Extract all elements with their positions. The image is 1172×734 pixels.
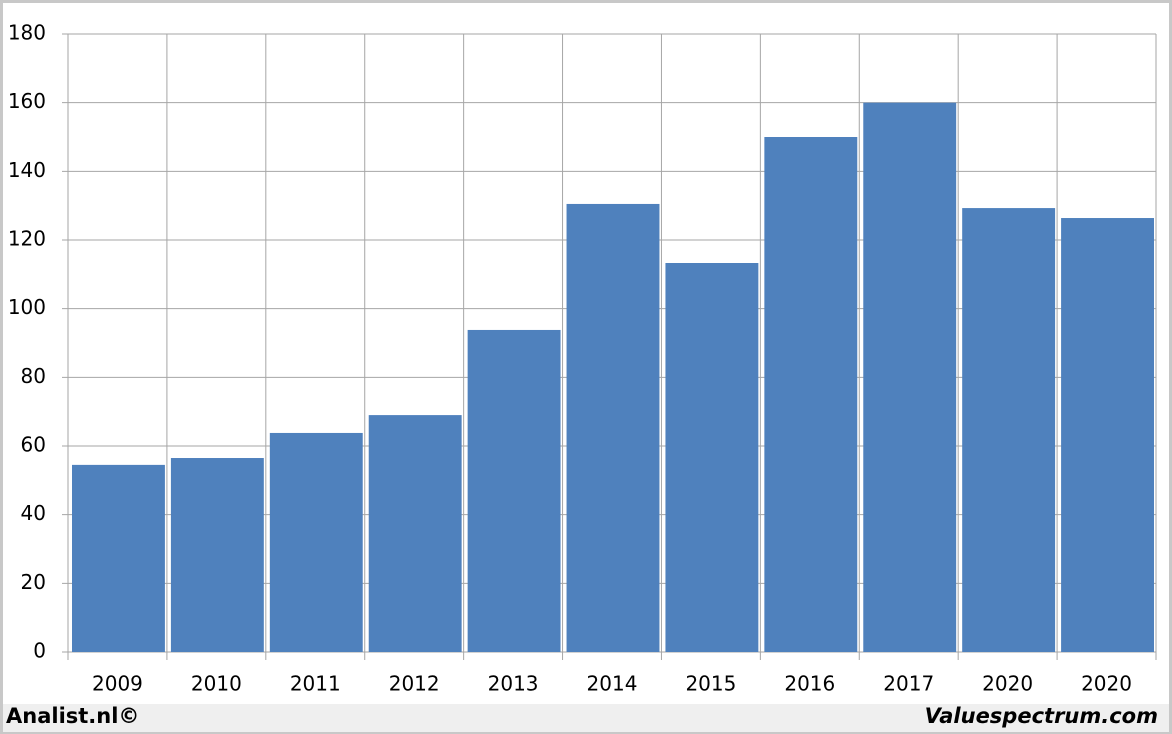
y-tick-label: 40: [21, 501, 46, 525]
x-tick-label: 2011: [290, 672, 341, 696]
bar: [665, 263, 759, 652]
bar: [863, 102, 957, 652]
x-tick-label: 2016: [784, 672, 835, 696]
x-tick-label: 2015: [685, 672, 736, 696]
bar: [962, 208, 1056, 652]
bar: [764, 137, 858, 652]
y-tick-label: 60: [21, 433, 46, 457]
bar: [368, 415, 462, 652]
x-tick-label: 2009: [92, 672, 143, 696]
y-tick-label: 100: [8, 295, 46, 319]
bar: [269, 432, 363, 652]
y-tick-label: 160: [8, 89, 46, 113]
x-tick-label: 2014: [587, 672, 638, 696]
footer-left: Analist.nl©: [6, 704, 139, 728]
bar: [72, 464, 165, 652]
y-tick-label: 0: [33, 639, 46, 663]
x-tick-label: 2020: [1081, 672, 1132, 696]
footer-bar: [3, 704, 1169, 732]
y-tick-label: 120: [8, 227, 46, 251]
x-tick-label: 2020: [982, 672, 1033, 696]
bar: [170, 458, 264, 652]
x-tick-label: 2010: [191, 672, 242, 696]
y-tick-label: 180: [8, 21, 46, 45]
x-tick-label: 2012: [389, 672, 440, 696]
bar: [1061, 218, 1154, 652]
bar: [566, 203, 660, 652]
y-tick-label: 20: [21, 570, 46, 594]
y-tick-label: 80: [21, 364, 46, 388]
x-tick-label: 2013: [488, 672, 539, 696]
footer-right: Valuespectrum.com: [925, 704, 1158, 728]
x-tick-label: 2017: [883, 672, 934, 696]
bar: [467, 329, 561, 652]
y-tick-label: 140: [8, 158, 46, 182]
